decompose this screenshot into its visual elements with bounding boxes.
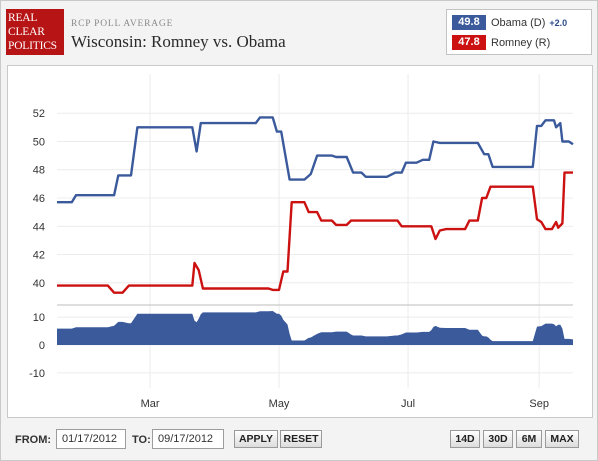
from-date-input[interactable]: 01/17/2012 <box>56 429 126 449</box>
logo-line-2: CLEAR <box>8 26 45 38</box>
romney-value-badge: 47.8 <box>452 35 486 50</box>
spread-tick-label-10: 10 <box>33 312 45 324</box>
legend-item-romney: 47.8 Romney (R) <box>452 34 550 51</box>
range-30d-button[interactable]: 30D <box>483 430 513 448</box>
y-tick-label-42: 42 <box>33 250 45 262</box>
apply-button[interactable]: APPLY <box>234 430 278 448</box>
obama-spread-value: +2.0 <box>549 17 568 28</box>
logo-line-1: REAL <box>8 12 38 24</box>
obama-value-badge: 49.8 <box>452 15 486 30</box>
obama-legend-label: Obama (D) <box>491 16 546 29</box>
to-label: TO: <box>132 434 151 446</box>
spread-area <box>57 311 573 345</box>
realclearpolitics-logo[interactable]: REAL CLEAR POLITICS <box>6 9 64 55</box>
x-tick-label-may: May <box>269 398 290 410</box>
legend-item-obama: 49.8 Obama (D) +2.0 <box>452 14 567 31</box>
poll-average-kicker: RCP POLL AVERAGE <box>71 19 174 29</box>
obama-series-line <box>57 116 574 204</box>
range-max-button[interactable]: MAX <box>545 430 579 448</box>
plot-area: Mar May Jul Sep 40 42 44 46 48 50 52 10 0 -10 <box>7 65 593 418</box>
range-6m-button[interactable]: 6M <box>516 430 542 448</box>
chart-title: Wisconsin: Romney vs. Obama <box>71 32 286 51</box>
logo-line-3: POLITICS <box>8 40 57 52</box>
spread-tick-label--10: -10 <box>29 368 45 380</box>
from-label: FROM: <box>15 434 52 446</box>
x-tick-label-jul: Jul <box>401 398 415 410</box>
y-tick-label-46: 46 <box>33 193 45 205</box>
romney-legend-label: Romney (R) <box>491 36 551 49</box>
poll-chart-svg: Mar May Jul Sep 40 42 44 46 48 50 52 10 0 -10 <box>29 74 574 410</box>
range-14d-button[interactable]: 14D <box>450 430 480 448</box>
to-date-input[interactable]: 09/17/2012 <box>152 429 224 449</box>
reset-button[interactable]: RESET <box>280 430 322 448</box>
date-range-controls: FROM: 01/17/2012 TO: 09/17/2012 APPLY RE… <box>7 422 593 456</box>
x-tick-label-sep: Sep <box>529 398 549 410</box>
y-tick-label-48: 48 <box>33 165 45 177</box>
romney-series-line <box>57 171 573 294</box>
y-tick-label-44: 44 <box>33 221 45 233</box>
y-tick-label-50: 50 <box>33 136 45 148</box>
y-tick-label-52: 52 <box>33 108 45 120</box>
spread-tick-label-0: 0 <box>39 340 45 352</box>
y-tick-label-40: 40 <box>33 278 45 290</box>
x-tick-label-mar: Mar <box>141 398 160 410</box>
legend: 49.8 Obama (D) +2.0 47.8 Romney (R) <box>446 9 592 55</box>
